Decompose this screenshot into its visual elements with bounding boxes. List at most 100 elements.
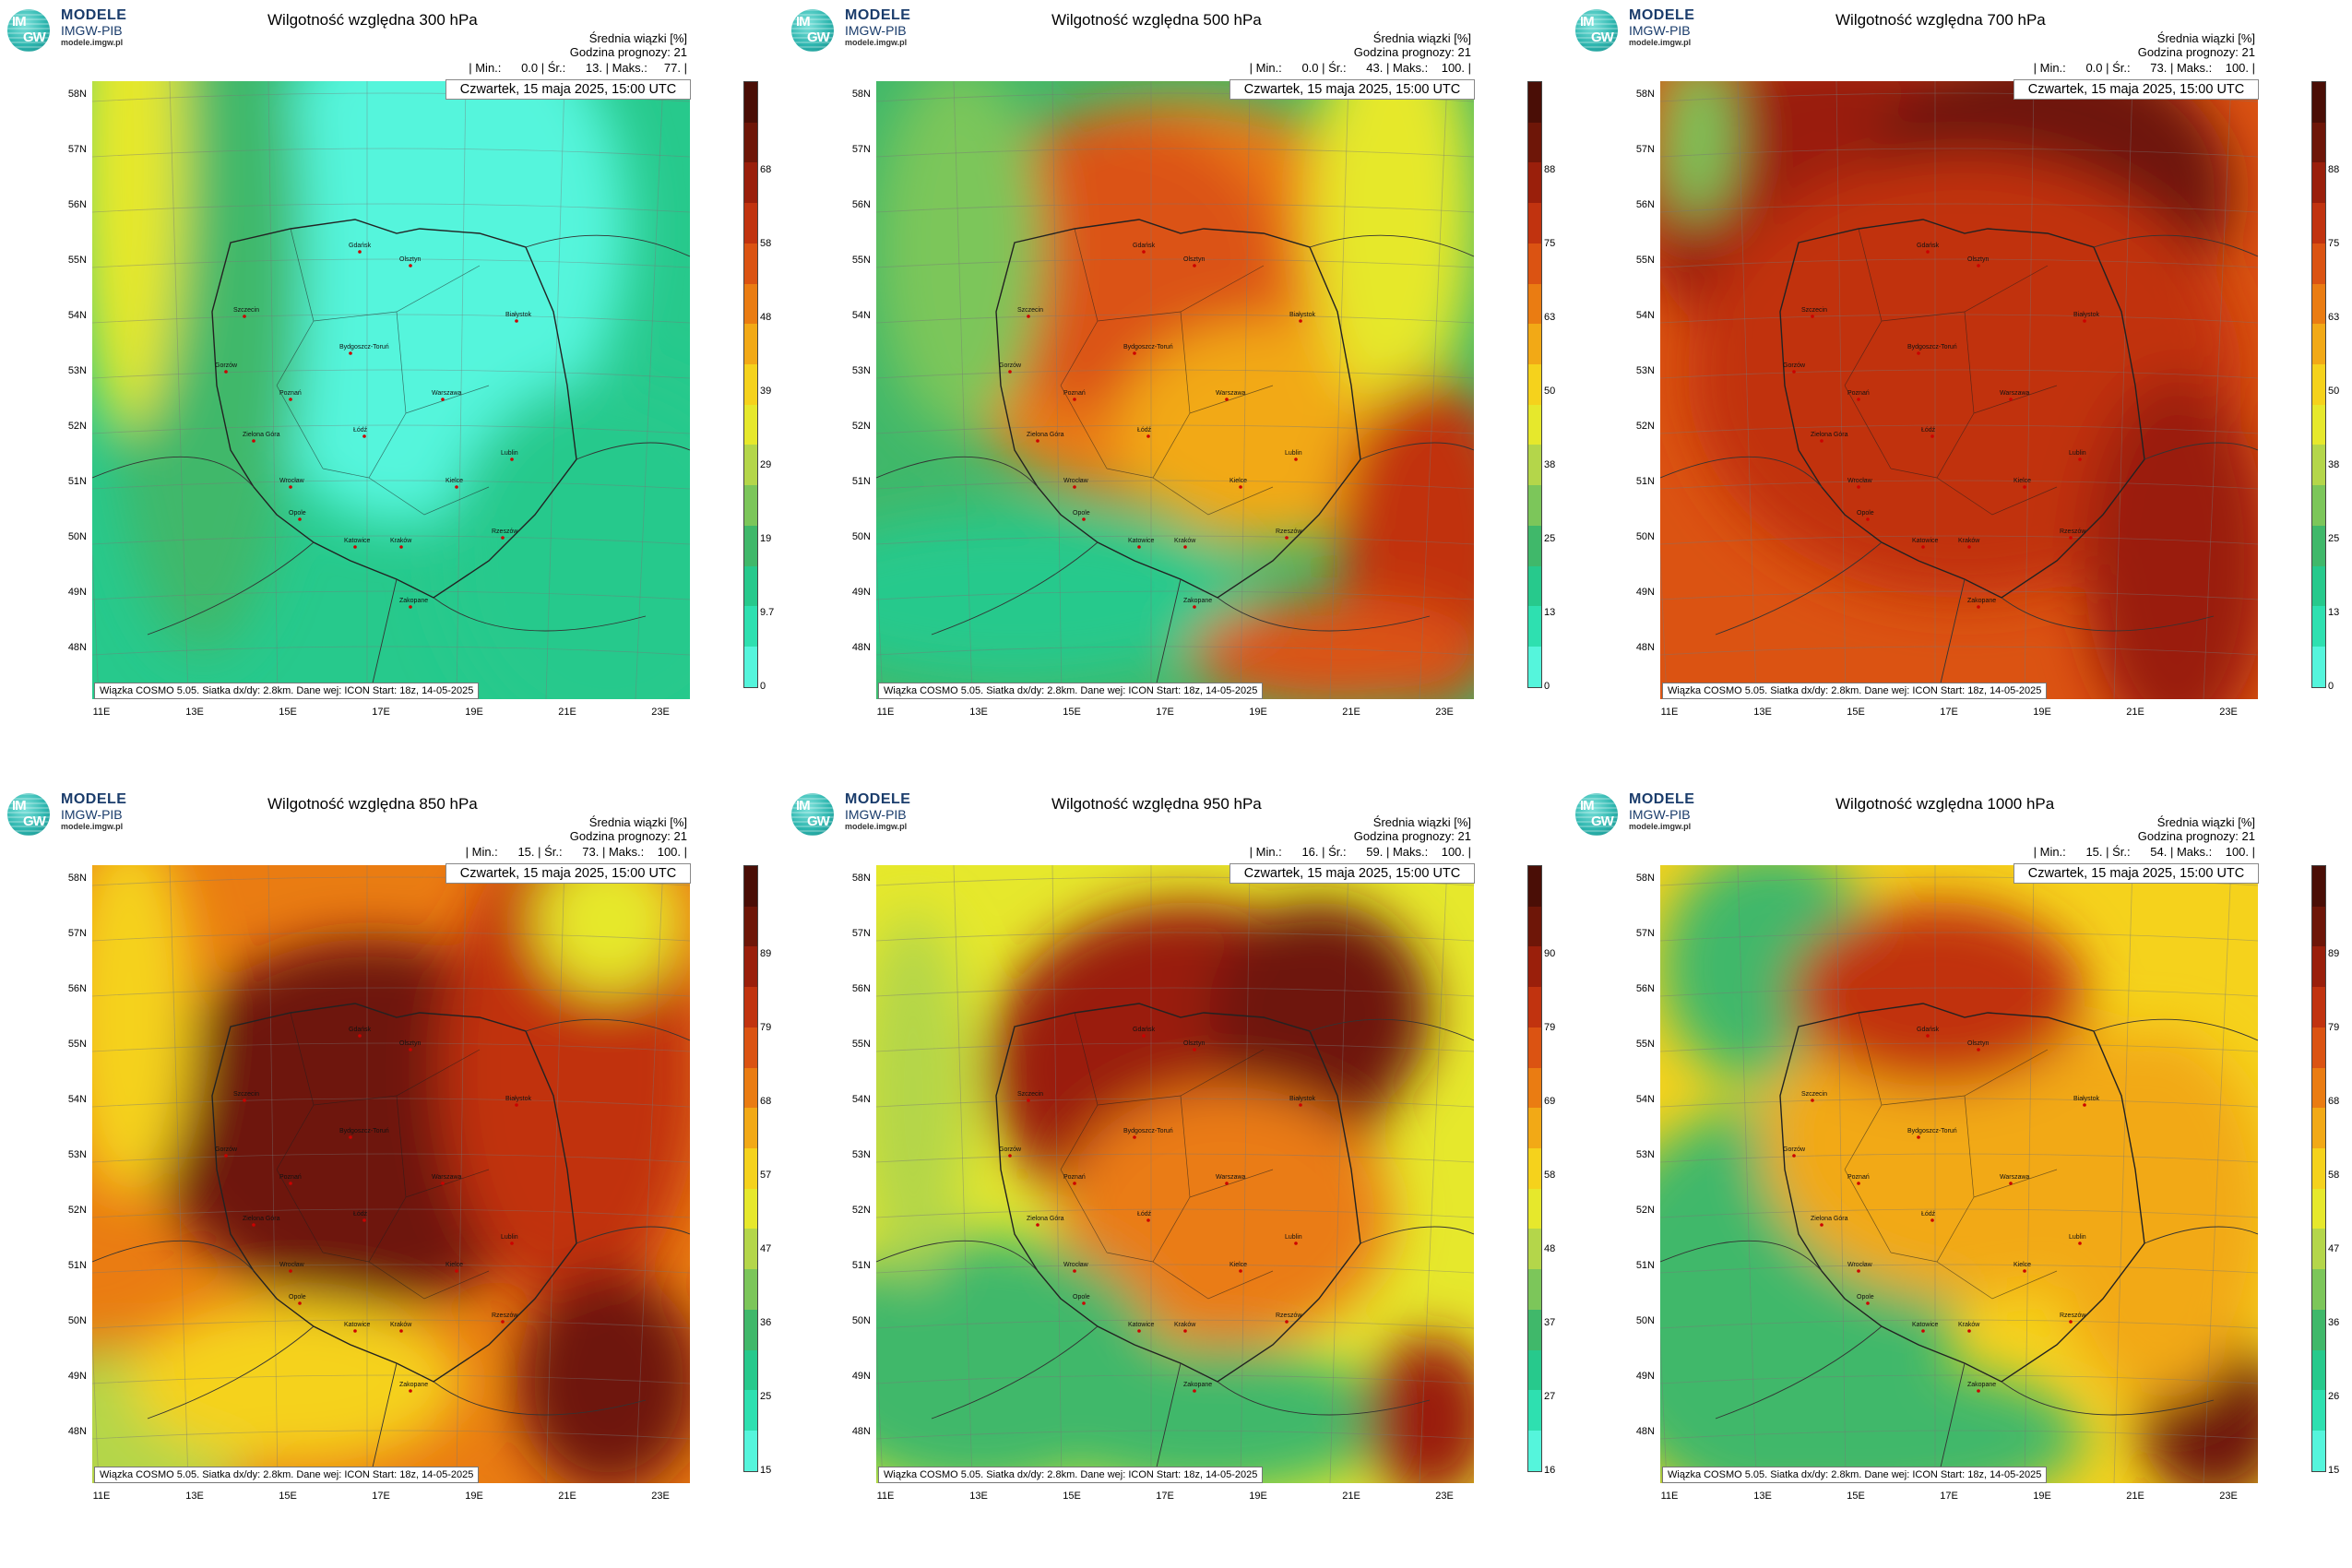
info-variable: Średnia wiązki [%]	[2156, 815, 2255, 829]
colorbar-tick-label: 90	[1544, 948, 1556, 959]
logo-subtitle: IMGW-PIB	[61, 23, 123, 38]
city-marker	[501, 536, 505, 540]
city-marker	[1926, 1034, 1930, 1038]
humidity-area	[1190, 598, 1474, 699]
logo-gw-text: GW	[1591, 814, 1614, 829]
logo-subtitle: IMGW-PIB	[845, 807, 907, 822]
city-label: Szczecin	[1801, 1091, 1827, 1098]
colorbar-step	[2312, 1229, 2325, 1270]
logo-im-text: IM	[12, 798, 27, 814]
city-marker	[362, 434, 366, 438]
colorbar	[1527, 81, 1542, 688]
city-marker	[358, 250, 362, 254]
city-label: Rzeszów	[2060, 1313, 2086, 1319]
logo-im-text: IM	[1580, 798, 1595, 814]
city-label: Kraków	[1958, 538, 1980, 544]
colorbar-tick-label: 75	[1544, 238, 1556, 249]
longitude-label: 21E	[2126, 707, 2144, 718]
latitude-label: 55N	[67, 1039, 87, 1050]
city-marker	[399, 1329, 403, 1333]
city-marker	[298, 517, 302, 521]
colorbar-step	[2312, 203, 2325, 244]
humidity-area	[92, 81, 184, 432]
valid-date: Czwartek, 15 maja 2025, 15:00 UTC	[1229, 863, 1475, 884]
colorbar-step	[1528, 987, 1541, 1028]
map-field: Gdańsk Olsztyn Szczecin Białystok Bydgoszcz-…	[92, 81, 690, 699]
city-label: Kielce	[2013, 478, 2031, 484]
colorbar-step	[744, 1148, 757, 1189]
city-label: Kraków	[1174, 538, 1196, 544]
city-label: Katowice	[344, 1322, 371, 1328]
latitude-label: 52N	[67, 421, 87, 432]
city-marker	[409, 605, 412, 609]
latitude-label: 57N	[851, 928, 871, 939]
panel-stats: | Min.: 0.0 | Śr.: 73. | Maks.: 100. |	[2033, 61, 2255, 75]
colorbar	[743, 81, 758, 688]
latitude-label: 52N	[67, 1205, 87, 1216]
colorbar-step	[2312, 1349, 2325, 1391]
city-marker	[349, 351, 352, 355]
colorbar-step	[2312, 485, 2325, 526]
city-label: Wrocław	[1063, 1262, 1089, 1268]
city-label: Gorzów	[1783, 1146, 1806, 1153]
logo-emblem-icon: IM GW	[7, 793, 50, 836]
colorbar-step	[2312, 647, 2325, 687]
city-marker	[224, 1154, 228, 1158]
colorbar-step	[2312, 243, 2325, 284]
longitude-label: 13E	[1753, 707, 1772, 718]
city-label: Gorzów	[999, 1146, 1022, 1153]
city-label: Gorzów	[1783, 362, 1806, 369]
city-marker	[1921, 1329, 1925, 1333]
longitude-label: 17E	[1940, 707, 1958, 718]
colorbar-step	[744, 404, 757, 445]
city-marker	[298, 1301, 302, 1305]
city-label: Gdańsk	[1133, 243, 1156, 249]
city-marker	[1073, 485, 1076, 489]
colorbar-step	[1528, 1269, 1541, 1310]
city-label: Łódź	[1137, 1211, 1152, 1218]
longitude-label: 11E	[876, 707, 895, 718]
map-panel: IM GW MODELE IMGW-PIB modele.imgw.pl Wil…	[1568, 0, 2352, 784]
city-label: Warszawa	[432, 390, 462, 397]
longitude-label: 19E	[2033, 707, 2051, 718]
city-label: Warszawa	[2000, 390, 2030, 397]
colorbar-step	[1528, 906, 1541, 947]
logo-gw-text: GW	[23, 814, 46, 829]
colorbar-tick-label: 58	[2328, 1170, 2340, 1181]
colorbar-step	[744, 203, 757, 244]
latitude-label: 55N	[1635, 255, 1655, 266]
city-label: Bydgoszcz-Toruń	[339, 344, 389, 350]
city-marker	[1193, 605, 1196, 609]
city-marker	[1142, 250, 1146, 254]
city-label: Wrocław	[1847, 478, 1873, 484]
colorbar-step	[2312, 1108, 2325, 1149]
latitude-label: 58N	[67, 873, 87, 884]
city-marker	[1193, 264, 1196, 267]
colorbar-step	[1528, 324, 1541, 365]
latitude-label: 57N	[851, 144, 871, 155]
colorbar	[743, 865, 758, 1472]
colorbar-step	[744, 1108, 757, 1149]
latitude-label: 50N	[1635, 531, 1655, 542]
colorbar-step	[744, 1188, 757, 1229]
city-marker	[1082, 517, 1086, 521]
colorbar-step	[744, 565, 757, 607]
colorbar-step	[744, 82, 757, 123]
city-marker	[1294, 1241, 1298, 1245]
latitude-label: 56N	[851, 983, 871, 994]
colorbar-step	[1528, 243, 1541, 284]
colorbar-step	[1528, 485, 1541, 526]
city-label: Szczecin	[233, 307, 259, 314]
city-marker	[243, 1099, 246, 1102]
panel-title: Wilgotność względna 300 hPa	[267, 11, 478, 29]
city-label: Łódź	[1921, 1211, 1936, 1218]
region-borders	[1844, 1012, 2058, 1300]
latitude-label: 48N	[67, 1426, 87, 1437]
city-marker	[1977, 1048, 1980, 1051]
colorbar-tick-label: 68	[2328, 1096, 2340, 1107]
city-marker	[289, 398, 292, 401]
logo-title: MODELE	[845, 791, 911, 807]
colorbar-step	[1528, 122, 1541, 163]
colorbar-tick-label: 50	[1544, 386, 1556, 397]
city-label: Bydgoszcz-Toruń	[1907, 344, 1957, 350]
